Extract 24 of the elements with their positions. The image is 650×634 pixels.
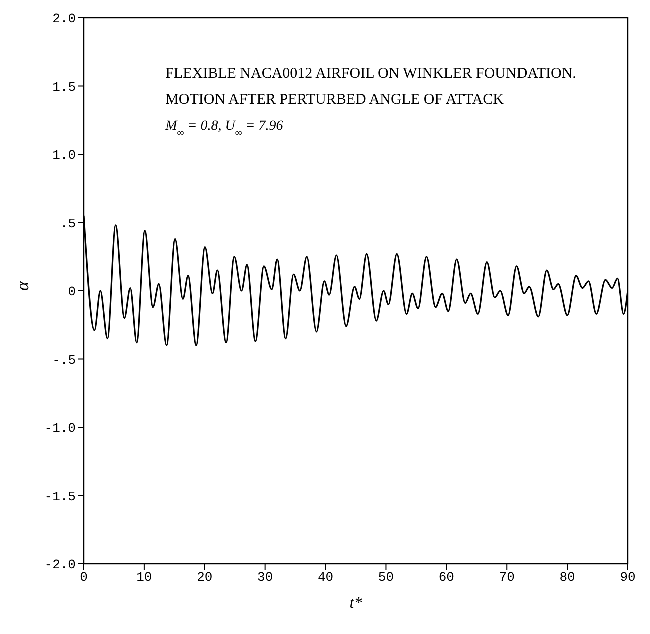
x-tick-label: 50	[378, 570, 394, 586]
annotation: MOTION AFTER PERTURBED ANGLE OF ATTACK	[166, 92, 504, 108]
y-tick-label: -1.5	[44, 489, 76, 504]
y-tick-label: 1.0	[52, 148, 76, 164]
y-tick-label: -2.0	[44, 558, 76, 573]
y-tick-label: 0	[68, 284, 76, 300]
y-tick-label: -.5	[52, 352, 76, 368]
x-axis-title: t*	[350, 595, 362, 612]
x-tick-label: 10	[136, 570, 152, 586]
y-axis-title: α	[12, 281, 32, 291]
x-tick-label: 30	[258, 570, 274, 586]
x-tick-label: 0	[80, 570, 88, 586]
y-tick-label: 1.5	[52, 80, 76, 95]
x-tick-label: 80	[560, 570, 576, 586]
x-tick-label: 70	[499, 570, 515, 586]
x-tick-label: 60	[438, 570, 454, 586]
annotation: M$_{∞}$ = 0.8, U$_{∞}$ = 7.96	[164, 119, 284, 138]
annotation: FLEXIBLE NACA0012 AIRFOIL ON WINKLER FOUNDATION.	[166, 66, 576, 82]
y-tick-label: 2.0	[52, 12, 76, 27]
y-tick-label: -1.0	[44, 421, 76, 436]
x-tick-label: 40	[318, 570, 334, 586]
x-tick-label: 20	[197, 570, 213, 586]
x-tick-label: 90	[620, 570, 636, 586]
y-tick-label: .5	[60, 216, 76, 232]
